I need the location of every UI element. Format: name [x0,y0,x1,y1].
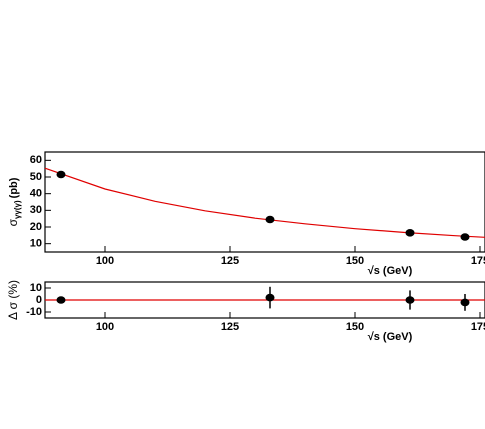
data-point [265,293,275,302]
data-point [405,229,415,237]
y-tick-label: 10 [30,282,42,294]
x-tick-label: 150 [346,255,364,267]
data-point [56,296,66,304]
x-tick-label: 125 [221,321,239,333]
data-point [405,296,415,304]
x-tick-label: 150 [346,321,364,333]
x-tick-label: 175 [471,321,485,333]
x-tick-label: 100 [96,321,114,333]
x-axis-label: √s (GeV) [368,331,413,343]
x-axis-label: √s (GeV) [368,265,413,277]
data-point [265,215,275,224]
y-tick-label: 50 [30,171,42,183]
y-axis-subscript: γγ(γ) [13,200,22,219]
y-tick-label: 0 [36,294,42,306]
y-axis-label: σγγ(γ) (pb) [6,177,22,226]
x-tick-label: 175 [471,255,485,267]
y-tick-label: 30 [30,204,42,216]
y-axis-symbol: σ [6,218,20,226]
y-axis-unit: (pb) [8,177,20,198]
y-axis-symbol: Δ σ (%) [6,280,20,320]
y-tick-label: 20 [30,221,42,233]
y-tick-label: -10 [26,306,42,318]
y-tick-label: 40 [30,188,42,200]
y-tick-label: 60 [30,154,42,166]
x-tick-label: 100 [96,255,114,267]
plot-frame [44,151,485,253]
y-axis-label: Δ σ (%) [6,280,20,320]
data-point [56,170,66,179]
fit-line [44,167,485,238]
x-tick-label: 125 [221,255,239,267]
y-tick-label: 10 [30,238,42,250]
data-point [460,233,470,241]
data-point [460,298,470,307]
